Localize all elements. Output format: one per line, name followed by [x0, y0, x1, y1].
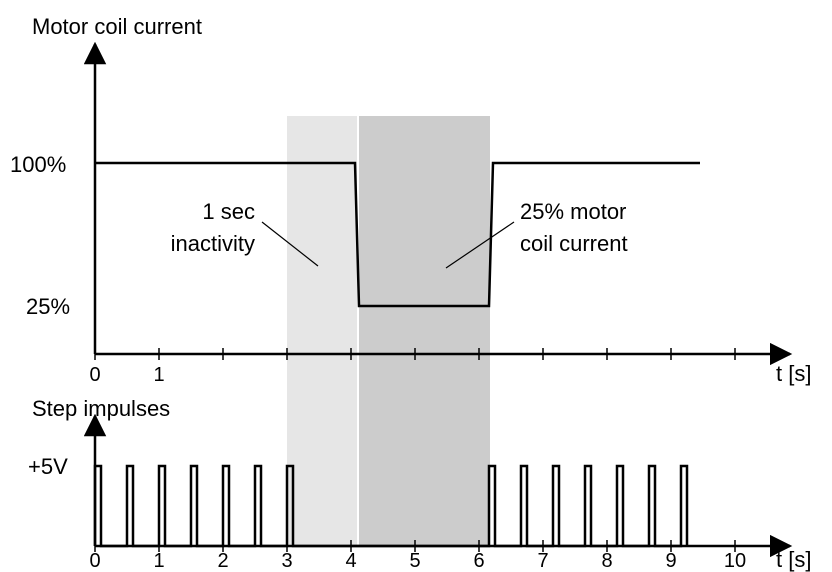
bottom-tick-8: 8 — [601, 550, 612, 572]
reduced-current-pointer — [445, 221, 515, 269]
bottom-tick-0: 0 — [89, 550, 100, 572]
bottom-tick-7: 7 — [537, 550, 548, 572]
bottom-tick-1: 1 — [153, 550, 164, 572]
bottom-tick-4: 4 — [345, 550, 356, 572]
top-plot-title: Motor coil current — [32, 14, 202, 39]
coil-current-curve — [95, 161, 700, 308]
inactivity-annotation-line2: inactivity — [171, 231, 255, 256]
bottom-tick-3: 3 — [281, 550, 292, 572]
reduced-current-annotation-line2: coil current — [520, 231, 628, 256]
bottom-x-axis-label: t [s] — [776, 547, 811, 572]
bottom-tick-5: 5 — [409, 550, 420, 572]
bottom-tick-9: 9 — [665, 550, 676, 572]
inactivity-pointer — [261, 221, 319, 267]
top-x-axis-label: t [s] — [776, 361, 811, 386]
level-25-label: 25% — [26, 294, 70, 319]
inactivity-annotation-line1: 1 sec — [202, 199, 255, 224]
bottom-tick-10: 10 — [724, 550, 746, 572]
bottom-tick-6: 6 — [473, 550, 484, 572]
top-tick-1: 1 — [153, 364, 164, 386]
reduced-current-annotation-line1: 25% motor — [520, 199, 626, 224]
step-pulse-train — [93, 464, 689, 548]
reduced-current-band — [358, 116, 490, 546]
bottom-tick-2: 2 — [217, 550, 228, 572]
level-5v-label: +5V — [28, 454, 68, 479]
top-tick-0: 0 — [89, 364, 100, 386]
inactivity-band — [287, 116, 358, 546]
bottom-plot-title: Step impulses — [32, 396, 170, 421]
top-x-ticks — [94, 348, 736, 360]
level-100-label: 100% — [10, 152, 66, 177]
